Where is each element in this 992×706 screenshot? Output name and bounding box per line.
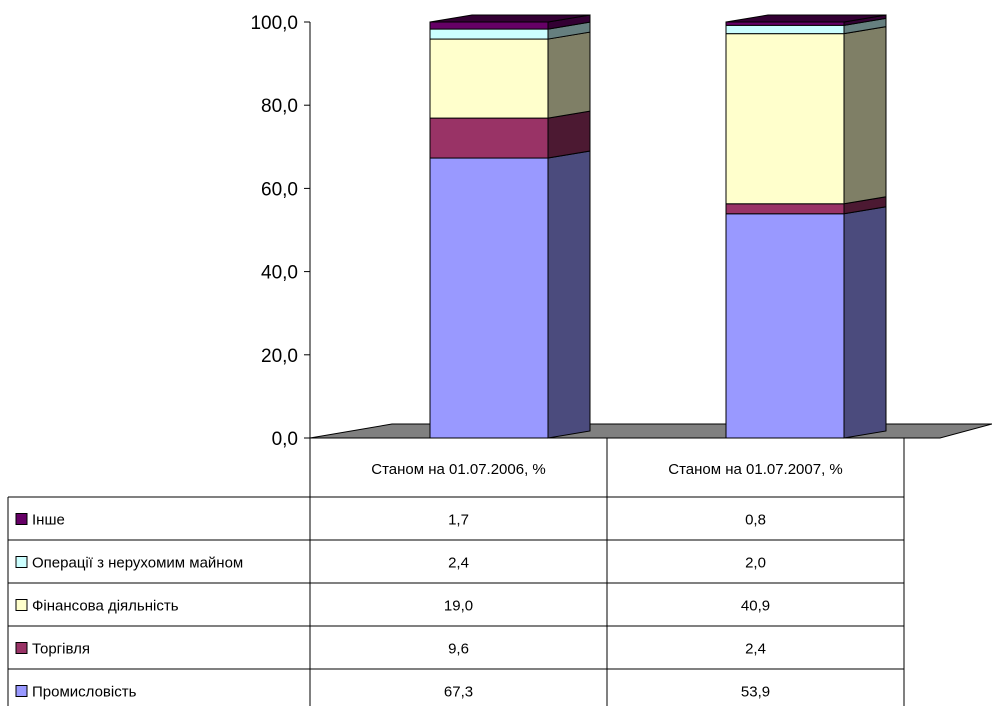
bar-segment-front <box>429 38 549 119</box>
y-tick-label: 60,0 <box>261 179 298 200</box>
legend-swatch <box>15 599 28 611</box>
bar-stack <box>429 14 591 439</box>
bar-segment-side <box>843 206 887 439</box>
y-tick-label: 20,0 <box>261 346 298 367</box>
data-value-label: 9,6 <box>448 641 469 658</box>
data-value-label: 2,4 <box>745 641 766 658</box>
bar-stack <box>725 14 887 439</box>
bar-segment-front <box>429 157 549 439</box>
data-table: Станом на 01.07.2006, % Станом на 01.07.2… <box>7 438 905 706</box>
y-tick-label: 0,0 <box>272 429 298 450</box>
legend-swatch <box>15 556 28 568</box>
bar-segment-front <box>725 203 845 215</box>
floor-plane <box>309 423 992 439</box>
bar-segment-front <box>429 21 549 30</box>
y-tick-label: 80,0 <box>261 96 298 117</box>
data-value-label: 53,9 <box>741 684 770 701</box>
data-value-label: 2,4 <box>448 555 469 572</box>
bar-segment-side <box>843 26 887 205</box>
bar-segment-front <box>725 33 845 205</box>
bar-segment-side <box>547 150 591 439</box>
bar-segment-front <box>429 117 549 159</box>
bar-segment-front <box>725 24 845 35</box>
x-category-label: Станом на 01.07.2007, % <box>668 461 843 478</box>
chart-floor <box>309 423 992 439</box>
bar-segment-side <box>547 110 591 159</box>
legend-swatch <box>15 513 28 525</box>
data-value-label: 67,3 <box>444 684 473 701</box>
bar-top-face <box>429 14 591 23</box>
legend-label: Промисловість <box>32 684 137 701</box>
bar-segment-front <box>725 213 845 439</box>
bars <box>429 14 887 439</box>
data-value-label: 40,9 <box>741 598 770 615</box>
legend-swatch <box>15 642 28 654</box>
legend-label: Інше <box>32 512 65 529</box>
data-value-label: 2,0 <box>745 555 766 572</box>
bar-segment-front <box>429 28 549 40</box>
legend-label: Фінансова діяльність <box>32 598 179 615</box>
bar-top-face <box>725 14 887 23</box>
bar-segment-side <box>547 31 591 119</box>
data-value-label: 1,7 <box>448 512 469 529</box>
legend-label: Операції з нерухомим майном <box>32 555 243 572</box>
legend-swatch <box>15 685 28 697</box>
y-tick-label: 100,0 <box>250 13 298 34</box>
y-axis: 0,0 20,0 40,0 60,0 80,0 100,0 <box>250 13 311 450</box>
data-value-label: 19,0 <box>444 598 473 615</box>
x-category-label: Станом на 01.07.2006, % <box>371 461 546 478</box>
legend-label: Торгівля <box>32 641 90 658</box>
y-tick-label: 40,0 <box>261 263 298 284</box>
data-value-label: 0,8 <box>745 512 766 529</box>
